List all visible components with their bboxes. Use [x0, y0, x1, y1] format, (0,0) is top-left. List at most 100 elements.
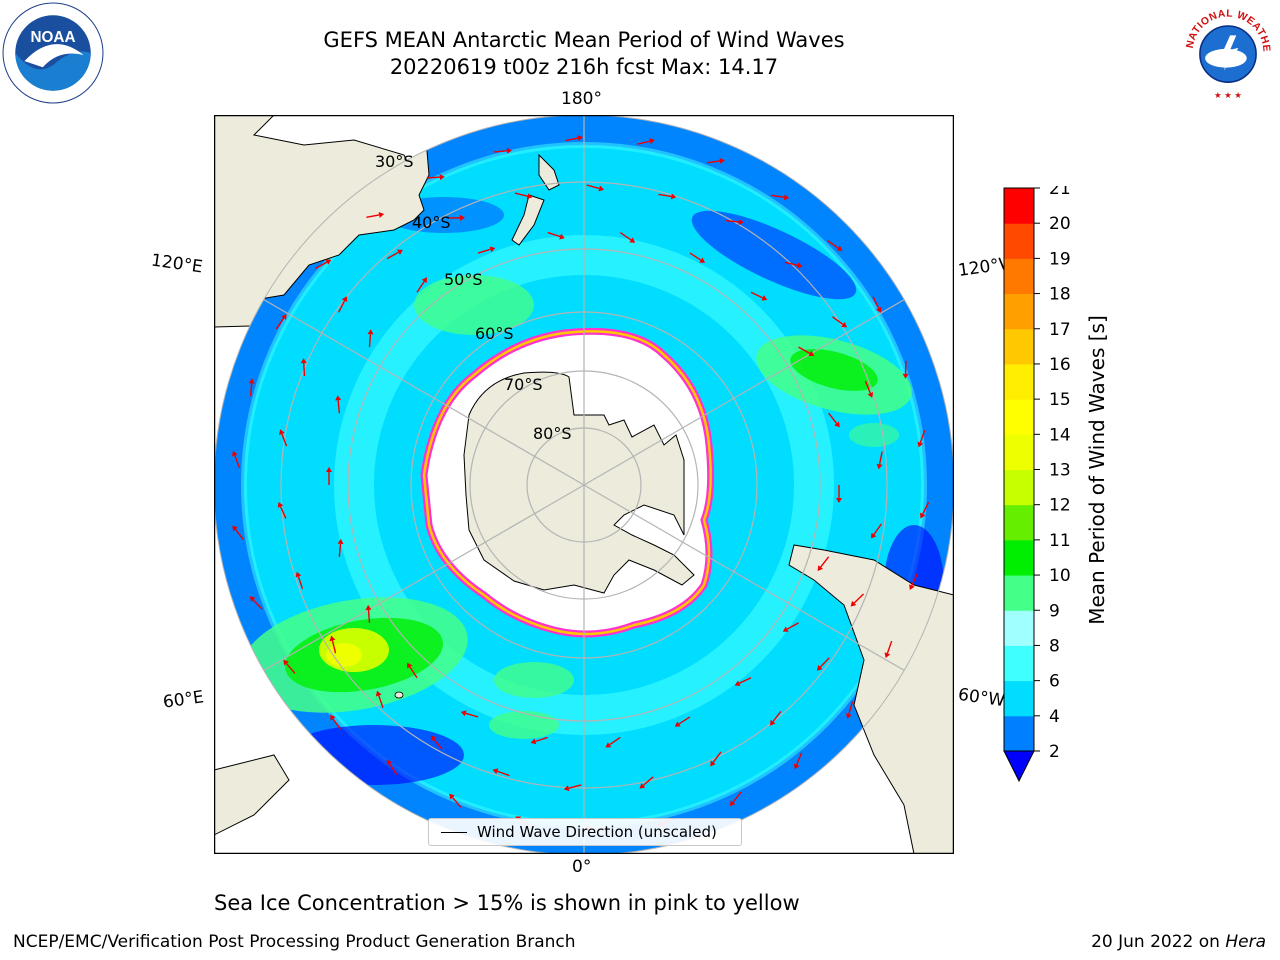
wind-arrow-head — [639, 783, 646, 789]
wind-arrow-shaft — [338, 300, 346, 313]
wind-arrow-head — [729, 800, 736, 807]
wind-arrow-shaft — [911, 573, 919, 586]
wind-arrow-shaft — [366, 214, 380, 218]
colorbar-swatch — [1004, 293, 1034, 330]
lat-label-30s: 30°S — [375, 152, 414, 171]
lat-label-60s: 60°S — [475, 324, 514, 343]
wind-arrow-shaft — [637, 140, 651, 145]
colorbar-tick-label: 18 — [1049, 285, 1071, 305]
wind-arrow-head — [670, 193, 677, 200]
wind-arrow-head — [796, 262, 803, 269]
wind-arrow-shaft — [786, 622, 799, 630]
wind-arrow-head — [277, 501, 284, 508]
ocean-field — [214, 115, 954, 854]
colorbar-tick-label: 8 — [1049, 636, 1060, 656]
wind-arrow-head — [248, 378, 255, 384]
wind-arrow-head — [884, 652, 891, 659]
wind-arrow-head — [834, 421, 840, 428]
wind-arrow-head — [605, 742, 612, 748]
wind-arrow-shaft — [689, 252, 702, 261]
wind-arrow-shaft — [281, 433, 288, 447]
colorbar-tick-label: 10 — [1049, 566, 1071, 586]
wind-arrow-head — [526, 193, 533, 200]
wind-arrow-head — [782, 626, 789, 632]
wind-arrow-head — [808, 350, 815, 357]
wind-arrow-head — [563, 785, 570, 792]
wind-arrow-head — [738, 218, 744, 225]
wind-arrow-head — [492, 768, 499, 775]
wind-arrow-head — [439, 174, 445, 181]
wind-arrow-head — [283, 659, 289, 666]
wind-arrow-shaft — [285, 663, 296, 674]
wind-arrow-head — [489, 246, 496, 253]
run-date-credit: 20 Jun 2022 on Hera — [1091, 932, 1266, 952]
lon-label-0: 0° — [572, 857, 592, 877]
wind-arrow-shaft — [658, 193, 672, 198]
colorbar-tick-label: 9 — [1049, 601, 1060, 621]
wind-arrow-head — [365, 604, 372, 611]
wind-arrow-head — [769, 719, 776, 726]
wind-arrow-head — [719, 157, 725, 164]
wind-arrow-head — [867, 392, 874, 398]
lat-label-70s: 70°S — [504, 375, 543, 394]
wind-arrow-head — [783, 194, 790, 201]
lon-label-60e: 60°E — [161, 687, 206, 713]
wind-arrow-shaft — [772, 710, 782, 723]
wind-arrow-head — [761, 295, 768, 301]
colorbar-tick-label: 21 — [1049, 186, 1071, 199]
wind-arrow-shaft — [820, 556, 830, 568]
wind-arrow-shaft — [337, 400, 341, 414]
wind-arrow-head — [836, 245, 843, 251]
wind-arrow-head — [559, 233, 565, 240]
wind-arrow-shaft — [738, 677, 752, 684]
colorbar-swatch — [1004, 363, 1034, 400]
wind-arrow-head — [710, 760, 716, 767]
wind-arrow-shaft — [771, 194, 785, 199]
wind-arrow-head — [279, 429, 285, 436]
wind-arrow-head — [375, 690, 382, 697]
wind-arrow-head — [421, 277, 427, 284]
wind-arrow-shaft — [514, 192, 528, 197]
colorbar-tick-label: 11 — [1049, 531, 1071, 551]
colorbar: 2 4 6 8 9 10 11 12 13 14 15 16 17 18 19 20 21 — [1003, 186, 1071, 783]
wind-arrow-head — [629, 237, 636, 243]
colorbar-tick-label: 14 — [1049, 425, 1071, 445]
wind-arrow-head — [530, 738, 537, 745]
wind-arrow-shaft — [568, 784, 582, 789]
host-name: Hera — [1225, 932, 1266, 952]
wind-arrow-head — [407, 662, 413, 669]
colorbar-swatch — [1004, 434, 1034, 470]
wind-arrow-head — [329, 635, 336, 642]
colorbar-swatch — [1004, 539, 1034, 576]
colorbar-swatch — [1004, 258, 1034, 295]
wind-arrow-shaft — [706, 160, 721, 164]
lat-label-50s: 50°S — [444, 270, 483, 289]
colorbar-swatch — [1004, 328, 1034, 365]
wind-arrow-shaft — [368, 334, 372, 348]
wind-arrow-shaft — [827, 240, 839, 249]
wind-arrow-shaft — [784, 261, 798, 266]
wind-arrow-shaft — [332, 718, 342, 730]
colorbar-swatch — [1004, 188, 1034, 224]
wind-arrow-shaft — [497, 770, 510, 777]
wind-arrow-shaft — [477, 248, 491, 254]
map-title: GEFS MEAN Antarctic Mean Period of Wind … — [323, 28, 845, 52]
wind-arrow-shaft — [642, 776, 654, 786]
wind-arrow-head — [699, 257, 706, 263]
colorbar-tick-label: 13 — [1049, 461, 1071, 481]
wind-arrow-head — [459, 214, 466, 221]
wind-arrow-head — [367, 329, 374, 335]
wind-arrow-shaft — [234, 455, 241, 468]
wind-arrow-head — [386, 759, 393, 766]
wind-arrow-head — [917, 441, 924, 448]
wind-arrow-shaft — [832, 316, 844, 325]
wind-arrow-head — [876, 463, 883, 470]
colorbar-swatch — [1004, 715, 1034, 752]
wind-arrow-head — [337, 538, 344, 545]
colorbar-tick-label: 20 — [1049, 214, 1071, 234]
wind-arrow-head — [397, 249, 403, 255]
svg-text:★ ★ ★: ★ ★ ★ — [1214, 90, 1242, 100]
wind-arrow-shaft — [547, 231, 561, 238]
nws-logo: NATIONAL WEATHER SERVICE ★ ★ ★ — [1176, 0, 1278, 102]
wind-arrow-shaft — [535, 736, 548, 743]
